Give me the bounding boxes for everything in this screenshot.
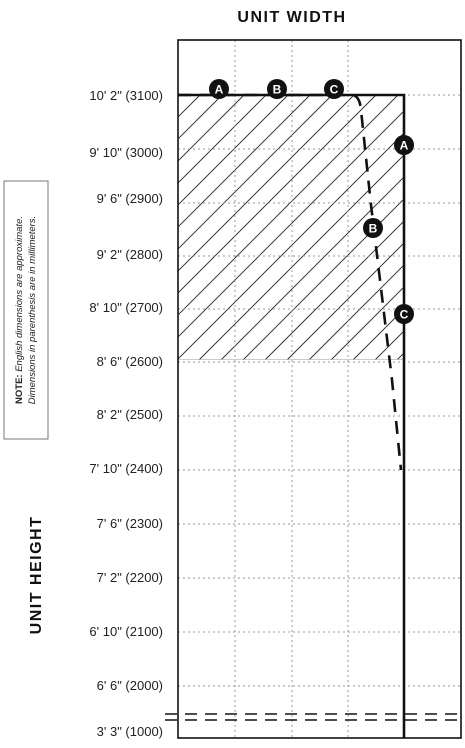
hatch-line: [286, 242, 404, 360]
hatch-line: [178, 95, 355, 272]
hatch-line: [308, 264, 404, 360]
y-tick-label: 8' 2" (2500): [97, 407, 163, 422]
note-box-border: [3, 180, 49, 440]
hatch-line: [178, 110, 404, 338]
dashed-limit-line: [178, 93, 403, 471]
y-tick-label: 3' 3" (1000): [97, 724, 163, 739]
y-tick-label: 7' 2" (2200): [97, 570, 163, 585]
y-tick-label: 6' 6" (2000): [97, 678, 163, 693]
note-text-1: English dimensions are approximate.: [14, 216, 25, 372]
y-tick-label: 10' 2" (3100): [89, 88, 163, 103]
marker-right-c-label: C: [400, 308, 409, 322]
y-tick-label: 8' 10" (2700): [89, 300, 163, 315]
marker-top-c: C: [324, 79, 344, 99]
marker-top-b: B: [267, 79, 287, 99]
hatched-region: [178, 95, 404, 360]
x-axis-title: UNIT WIDTH: [237, 9, 346, 26]
marker-right-a-label: A: [400, 139, 409, 153]
note-line-2: Dimensions in parenthesis are in millime…: [27, 216, 38, 405]
hatch-line: [178, 95, 245, 162]
marker-right-c: C: [394, 304, 414, 324]
hatch-line: [178, 95, 267, 184]
y-tick-label: 7' 10" (2400): [89, 461, 163, 476]
y-tick-label: 9' 6" (2900): [97, 191, 163, 206]
marker-right-a: A: [394, 135, 414, 155]
hatch-line: [330, 286, 404, 360]
marker-right-b-label: B: [369, 222, 378, 236]
marker-top-b-label: B: [273, 83, 282, 97]
hatch-line: [374, 330, 404, 360]
hatch-line: [198, 154, 404, 360]
hatch-line: [178, 95, 399, 316]
y-tick-label: 9' 2" (2800): [97, 247, 163, 262]
y-tick-label: 6' 10" (2100): [89, 624, 163, 639]
note-box: NOTE: English dimensions are approximate…: [3, 180, 49, 440]
hatch-line: [264, 220, 404, 360]
y-tick-labels: 10' 2" (3100) 9' 10" (3000) 9' 6" (2900)…: [89, 88, 163, 739]
note-prefix: NOTE:: [14, 374, 25, 404]
marker-top-c-label: C: [330, 83, 339, 97]
y-axis-title: UNIT HEIGHT: [28, 516, 45, 635]
grid: [178, 40, 461, 738]
hatch-line: [220, 176, 404, 360]
y-tick-label: 8' 6" (2600): [97, 354, 163, 369]
hatch-line: [178, 95, 289, 206]
chart-frame: [177, 39, 462, 739]
marker-top-a: A: [209, 79, 229, 99]
hatch-line: [178, 95, 333, 250]
hatch-line: [178, 95, 377, 294]
y-tick-label: 9' 10" (3000): [89, 145, 163, 160]
note-line-1: NOTE: English dimensions are approximate…: [14, 216, 25, 404]
marker-right-b: B: [363, 218, 383, 238]
hatch-line: [178, 95, 311, 228]
marker-top-a-label: A: [215, 83, 224, 97]
y-tick-label: 7' 6" (2300): [97, 516, 163, 531]
